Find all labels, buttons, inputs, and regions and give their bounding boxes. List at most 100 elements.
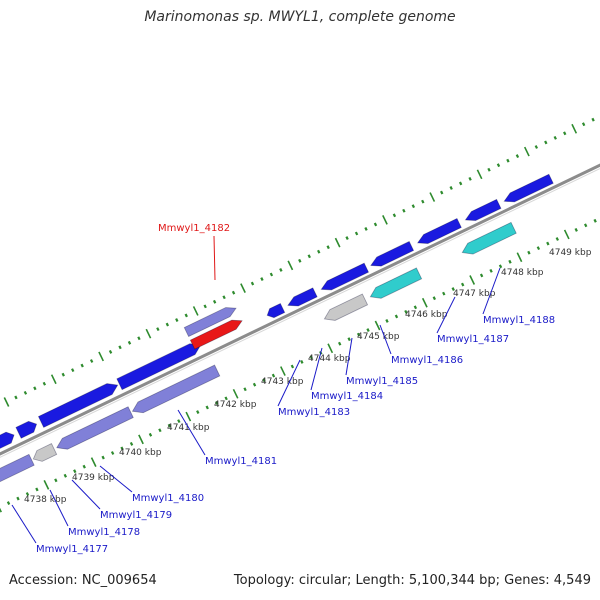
- scale-label: 4746 kbp: [405, 310, 448, 320]
- scale-label: 4745 kbp: [357, 332, 400, 342]
- gene-label-mmwyl1-4184: Mmwyl1_4184: [311, 391, 383, 402]
- minor-tick: [290, 364, 295, 369]
- gene-label-mmwyl1-4178: Mmwyl1_4178: [68, 527, 140, 538]
- leader-line: [177, 409, 206, 456]
- minor-tick: [506, 158, 510, 163]
- gene-label-mmwyl1-4182: Mmwyl1_4182: [158, 223, 230, 234]
- leader-line: [379, 324, 392, 355]
- minor-tick: [184, 313, 188, 318]
- major-tick: [327, 343, 334, 354]
- minor-tick: [479, 273, 484, 278]
- leader-line: [71, 479, 101, 510]
- minor-tick: [536, 246, 541, 251]
- gene-block-mmwyl1-4185: [320, 262, 370, 291]
- major-tick: [476, 169, 483, 180]
- gene-block-mmwyl1-4182: [189, 319, 243, 350]
- minor-tick: [440, 190, 444, 195]
- leader-line: [11, 504, 37, 544]
- forward-gene-block: [503, 173, 554, 203]
- major-tick: [0, 507, 2, 513]
- minor-tick: [591, 117, 595, 122]
- gene-label-mmwyl1-4180: Mmwyl1_4180: [132, 493, 204, 504]
- gene-block-mmwyl1-4187: [370, 240, 415, 267]
- minor-tick: [347, 337, 351, 342]
- gene-label-mmwyl1-4186: Mmwyl1_4186: [391, 355, 463, 366]
- minor-tick: [451, 287, 455, 292]
- minor-tick: [546, 241, 550, 246]
- minor-tick: [553, 135, 557, 140]
- gene-block-mmwyl1-4186: [369, 267, 423, 299]
- minor-tick: [148, 432, 153, 437]
- minor-tick: [222, 295, 226, 300]
- minor-tick: [42, 381, 47, 386]
- minor-tick: [243, 387, 247, 392]
- major-tick: [90, 457, 97, 467]
- genome-summary-text: Topology: circular; Length: 5,100,344 bp…: [233, 573, 591, 588]
- minor-tick: [584, 223, 588, 228]
- minor-tick: [496, 163, 501, 168]
- gene-label-mmwyl1-4185: Mmwyl1_4185: [346, 376, 418, 387]
- minor-tick: [80, 363, 84, 368]
- minor-tick: [413, 305, 418, 310]
- major-tick: [571, 123, 578, 134]
- major-tick: [523, 146, 530, 157]
- minor-tick: [298, 258, 302, 263]
- scale-label: 4739 kbp: [72, 473, 115, 483]
- minor-tick: [108, 349, 113, 354]
- major-tick: [382, 214, 388, 225]
- minor-tick: [574, 227, 578, 232]
- minor-tick: [61, 372, 65, 377]
- forward-gene-block: [0, 431, 15, 449]
- scale-label: 4748 kbp: [501, 268, 544, 278]
- gene-label-mmwyl1-4177: Mmwyl1_4177: [36, 544, 108, 555]
- minor-tick: [271, 373, 276, 378]
- scale-label: 4743 kbp: [261, 377, 304, 387]
- major-tick: [192, 306, 199, 316]
- minor-tick: [326, 245, 330, 250]
- minor-tick: [411, 204, 416, 209]
- minor-tick: [35, 487, 39, 492]
- minor-tick: [534, 145, 539, 149]
- major-tick: [334, 237, 341, 248]
- gene-label-mmwyl1-4179: Mmwyl1_4179: [100, 510, 172, 521]
- minor-tick: [317, 249, 321, 254]
- backbone-line: [0, 163, 600, 456]
- minor-tick: [262, 378, 266, 383]
- minor-tick: [555, 237, 559, 241]
- scale-label: 4747 kbp: [453, 289, 496, 299]
- minor-tick: [231, 290, 236, 295]
- gene-label-mmwyl1-4181: Mmwyl1_4181: [205, 456, 277, 467]
- major-tick: [374, 320, 381, 331]
- minor-tick: [250, 281, 255, 286]
- minor-tick: [120, 446, 124, 451]
- major-tick: [232, 388, 239, 399]
- major-tick: [563, 229, 570, 240]
- minor-tick: [71, 368, 75, 373]
- minor-tick: [498, 264, 503, 269]
- leader-line: [49, 489, 69, 527]
- gene-block-mmwyl1-4181: [131, 364, 221, 414]
- forward-gene-block: [464, 198, 502, 221]
- scale-label: 4742 kbp: [214, 400, 257, 410]
- scale-label: 4738 kbp: [24, 495, 67, 505]
- minor-tick: [252, 382, 257, 387]
- minor-tick: [63, 473, 67, 478]
- minor-tick: [203, 304, 207, 309]
- inner-tick-track: [0, 218, 597, 513]
- minor-tick: [212, 299, 217, 304]
- outer-tick-track: [3, 117, 595, 407]
- gene-block-mmwyl1-4179: [56, 406, 134, 450]
- major-tick: [516, 252, 523, 263]
- minor-tick: [489, 268, 493, 273]
- minor-tick: [345, 236, 349, 240]
- major-tick: [3, 397, 10, 407]
- major-tick: [429, 192, 436, 202]
- accession-text: Accession: NC_009654: [9, 573, 157, 588]
- minor-tick: [25, 492, 30, 496]
- minor-tick: [260, 277, 264, 281]
- minor-tick: [461, 282, 465, 287]
- minor-tick: [593, 218, 597, 223]
- forward-gene-block: [416, 217, 462, 244]
- gene-block-mmwyl1-4188: [461, 221, 517, 255]
- minor-tick: [73, 469, 77, 474]
